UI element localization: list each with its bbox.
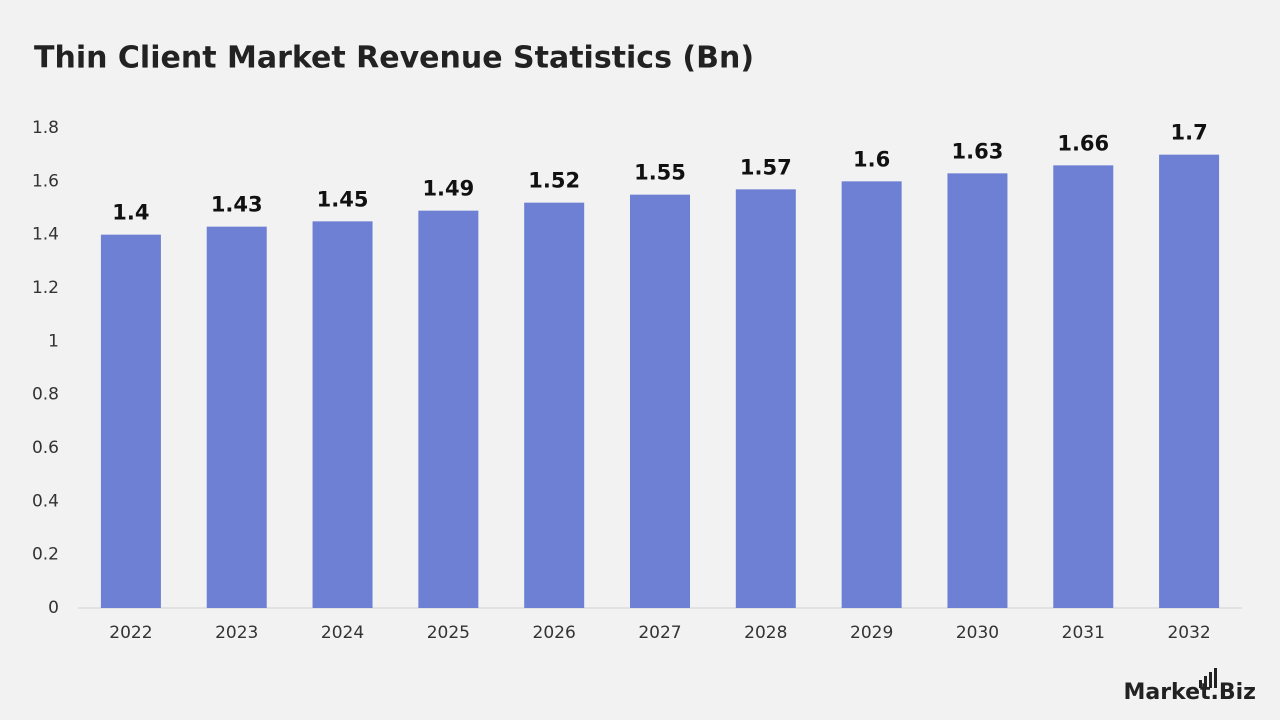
bar (947, 173, 1008, 609)
x-tick-label: 2022 (109, 623, 152, 643)
value-label: 1.6 (853, 147, 890, 171)
x-tick-label: 2030 (956, 623, 999, 643)
x-tick-label: 2026 (533, 623, 576, 643)
y-tick-label: 0.6 (32, 438, 59, 458)
value-label: 1.45 (317, 187, 369, 211)
bar (841, 181, 902, 609)
y-tick-label: 0.8 (32, 385, 59, 405)
value-label: 1.66 (1057, 131, 1109, 155)
logo: Market.Biz (1123, 680, 1256, 705)
value-label: 1.55 (634, 161, 686, 185)
value-label: 1.63 (952, 139, 1004, 163)
value-label: 1.7 (1170, 121, 1207, 145)
x-tick-label: 2024 (321, 623, 364, 643)
y-tick-label: 0 (48, 598, 59, 618)
bar (630, 194, 690, 608)
y-tick-label: 0.2 (32, 545, 59, 565)
y-tick-label: 0.4 (32, 491, 59, 511)
bar (418, 210, 479, 608)
value-label: 1.43 (211, 193, 263, 217)
bar (735, 189, 796, 609)
chart-title: Thin Client Market Revenue Statistics (B… (34, 41, 754, 76)
y-tick-label: 1 (48, 331, 59, 351)
value-label: 1.49 (422, 177, 474, 201)
x-tick-label: 2032 (1167, 623, 1210, 643)
bar (312, 221, 373, 609)
bar (524, 202, 585, 608)
y-tick-label: 1.4 (32, 225, 59, 245)
x-tick-label: 2029 (850, 623, 893, 643)
x-tick-label: 2027 (638, 623, 681, 643)
value-label: 1.52 (528, 169, 580, 193)
bar (1053, 165, 1114, 609)
x-tick-label: 2023 (215, 623, 258, 643)
bar (206, 226, 267, 608)
x-tick-label: 2025 (427, 623, 470, 643)
bar (100, 234, 161, 608)
y-tick-label: 1.8 (32, 118, 59, 138)
y-tick-label: 1.6 (32, 171, 59, 191)
value-label: 1.57 (740, 155, 792, 179)
y-tick-label: 1.2 (32, 278, 59, 298)
logo-icon (1199, 668, 1217, 688)
x-tick-label: 2031 (1062, 623, 1105, 643)
bar (1159, 154, 1220, 608)
value-label: 1.4 (112, 201, 149, 225)
x-tick-label: 2028 (744, 623, 787, 643)
